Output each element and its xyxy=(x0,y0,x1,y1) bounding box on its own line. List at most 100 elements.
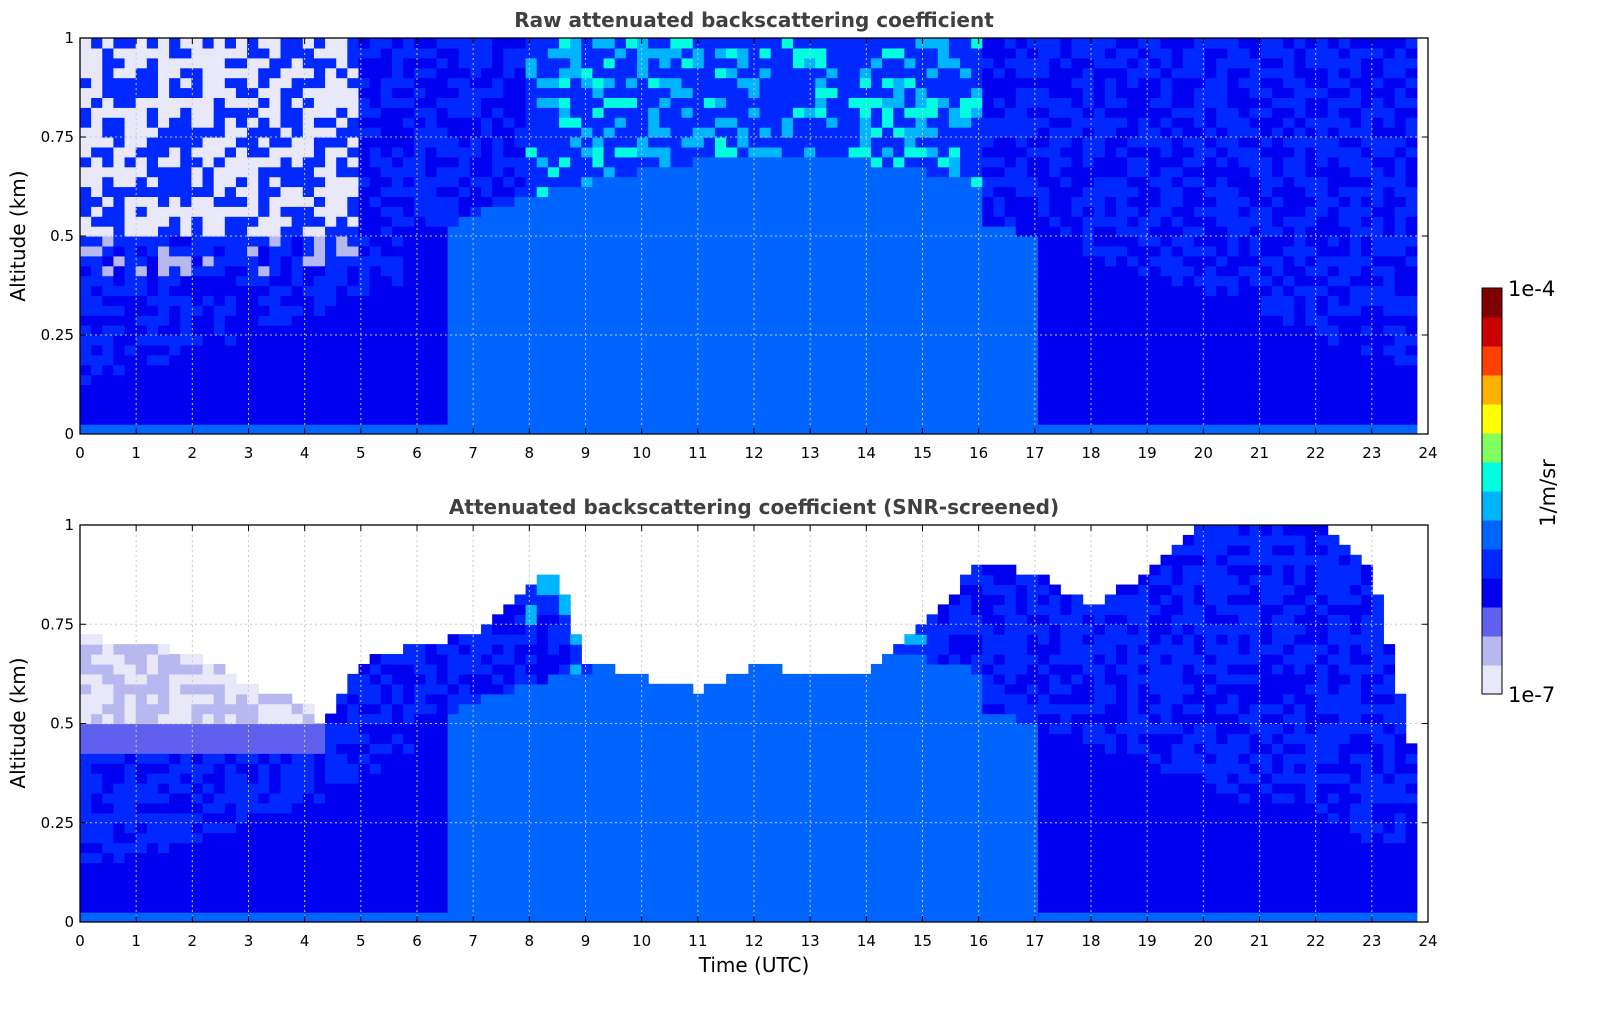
heatmap-cell xyxy=(313,146,326,158)
heatmap-cell xyxy=(1015,285,1028,296)
heatmap-cell xyxy=(603,364,616,376)
heatmap-cell xyxy=(659,285,672,296)
heatmap-cell xyxy=(714,47,727,59)
heatmap-cell xyxy=(625,236,638,247)
heatmap-cell xyxy=(403,414,415,425)
heatmap-cell xyxy=(882,315,894,326)
heatmap-cell xyxy=(1160,374,1173,386)
heatmap-cell xyxy=(614,325,627,336)
heatmap-cell xyxy=(91,872,103,883)
heatmap-cell xyxy=(837,176,850,188)
heatmap-cell xyxy=(447,394,460,405)
heatmap-cell xyxy=(1271,265,1284,277)
heatmap-cell xyxy=(113,146,126,158)
heatmap-cell xyxy=(559,77,571,89)
heatmap-cell xyxy=(1138,107,1151,118)
heatmap-cell xyxy=(859,414,872,425)
heatmap-cell xyxy=(1193,335,1206,346)
heatmap-cell xyxy=(581,384,594,395)
heatmap-cell xyxy=(224,364,237,376)
heatmap-cell xyxy=(425,77,438,89)
heatmap-cell xyxy=(1271,315,1284,326)
heatmap-cell xyxy=(202,156,215,168)
heatmap-cell xyxy=(1127,394,1139,405)
heatmap-cell xyxy=(670,354,683,366)
heatmap-cell xyxy=(815,146,827,158)
heatmap-cell xyxy=(748,186,761,197)
heatmap-cell xyxy=(436,315,449,326)
heatmap-cell xyxy=(859,285,872,296)
heatmap-cell xyxy=(1193,394,1206,405)
heatmap-cell xyxy=(80,644,92,655)
heatmap-cell xyxy=(692,77,705,89)
heatmap-cell xyxy=(926,364,939,376)
heatmap-cell xyxy=(1338,47,1351,59)
heatmap-cell xyxy=(169,97,181,108)
heatmap-cell xyxy=(1260,38,1273,49)
heatmap-cell xyxy=(1361,87,1373,98)
heatmap-cell xyxy=(1294,156,1306,168)
heatmap-cell xyxy=(848,206,861,217)
heatmap-cell xyxy=(102,325,115,336)
heatmap-cell xyxy=(792,87,805,98)
heatmap-cell xyxy=(1216,137,1228,148)
heatmap-cell xyxy=(403,384,415,395)
heatmap-cell xyxy=(1372,107,1384,118)
heatmap-cell xyxy=(1004,38,1017,49)
heatmap-cell xyxy=(157,236,170,247)
heatmap-cell xyxy=(1038,137,1050,148)
heatmap-cell xyxy=(659,176,672,188)
heatmap-cell xyxy=(525,305,538,316)
heatmap-cell xyxy=(157,216,170,227)
heatmap-cell xyxy=(157,394,170,405)
heatmap-cell xyxy=(347,206,360,217)
heatmap-cell xyxy=(191,265,204,277)
heatmap-cell xyxy=(1104,97,1117,108)
heatmap-cell xyxy=(581,265,594,277)
heatmap-cell xyxy=(325,97,337,108)
heatmap-cell xyxy=(792,166,805,178)
heatmap-cell xyxy=(425,414,438,425)
heatmap-cell xyxy=(369,285,382,296)
heatmap-cell xyxy=(436,414,449,425)
heatmap-cell xyxy=(1327,137,1340,148)
heatmap-cell xyxy=(770,354,783,366)
heatmap-cell xyxy=(659,87,672,98)
heatmap-cell xyxy=(458,206,471,217)
heatmap-cell xyxy=(80,364,92,376)
heatmap-cell xyxy=(1238,364,1251,376)
heatmap-cell xyxy=(1227,374,1240,386)
heatmap-cell xyxy=(804,315,816,326)
heatmap-cell xyxy=(403,404,415,415)
heatmap-cell xyxy=(157,137,170,148)
heatmap-cell xyxy=(993,414,1006,425)
heatmap-cell xyxy=(971,117,983,128)
heatmap-cell xyxy=(436,335,449,346)
heatmap-cell xyxy=(169,384,181,395)
heatmap-cell xyxy=(213,364,226,376)
heatmap-cell xyxy=(169,166,181,178)
heatmap-cell xyxy=(1104,47,1117,59)
heatmap-cell xyxy=(157,275,170,287)
heatmap-cell xyxy=(759,87,772,98)
heatmap-cell xyxy=(1060,107,1073,118)
heatmap-cell xyxy=(904,117,917,128)
heatmap-cell xyxy=(358,57,371,69)
heatmap-cell xyxy=(670,275,683,287)
heatmap-cell xyxy=(815,404,827,415)
heatmap-cell xyxy=(848,245,861,257)
heatmap-cell xyxy=(80,802,92,814)
heatmap-cell xyxy=(826,97,839,108)
heatmap-cell xyxy=(157,156,170,168)
heatmap-cell xyxy=(971,166,983,178)
heatmap-cell xyxy=(1361,186,1373,197)
heatmap-cell xyxy=(469,38,482,49)
heatmap-cell xyxy=(737,226,749,237)
heatmap-cell xyxy=(1127,186,1139,197)
heatmap-cell xyxy=(157,166,170,178)
heatmap-cell xyxy=(559,275,571,287)
heatmap-cell xyxy=(436,344,449,356)
heatmap-cell xyxy=(325,394,337,405)
heatmap-cell xyxy=(436,374,449,386)
heatmap-cell xyxy=(1260,424,1273,434)
